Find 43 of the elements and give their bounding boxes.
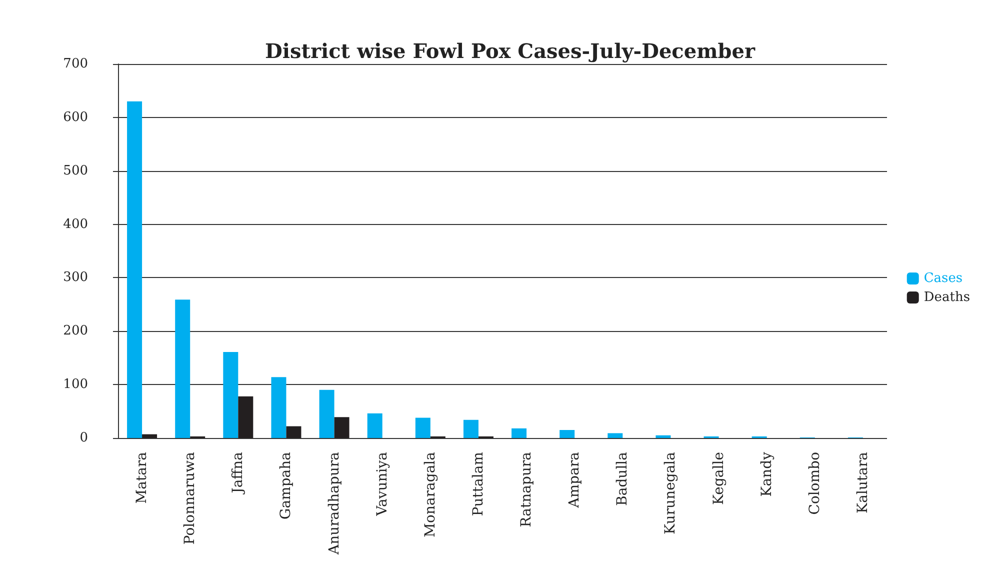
bar [175,300,190,438]
y-tick-label: 400 [63,216,88,232]
x-tick-label: Ampara [566,452,583,509]
legend-label: Cases [924,271,963,286]
bar [238,396,254,438]
x-tick-label: Puttalam [470,452,486,516]
y-tick-label: 700 [63,56,88,72]
bar [286,426,302,438]
bar [656,435,671,438]
bar [271,377,286,438]
bar [334,417,350,438]
bar [127,101,142,438]
y-tick-label: 100 [63,377,88,392]
x-tick-label: Monaragala [422,452,438,538]
x-tick-label: Ratnapura [518,452,535,528]
bar [512,428,527,438]
x-tick-label: Vavuniya [374,452,390,517]
x-tick-label: Matara [134,452,150,504]
bar [319,390,334,438]
x-tick-label: Anuradhapura [326,452,342,556]
x-tick-label: Kalutara [854,452,871,514]
bar [367,413,382,438]
x-tick-label: Jaffna [230,452,246,496]
x-tick-label: Gampaha [278,452,294,520]
x-tick-label: Polonnaruwa [182,452,198,545]
x-tick-label: Kandy [758,452,775,497]
y-tick-label: 300 [63,270,88,286]
bar [560,430,575,438]
y-tick-label: 0 [80,430,88,446]
x-tick-label: Colombo [806,452,823,515]
y-tick-label: 200 [63,324,88,339]
legend-label: Deaths [924,290,970,305]
y-tick-label: 500 [63,163,88,178]
x-tick-label: Kegalle [710,452,727,505]
bar [463,420,478,438]
x-tick-label: Kurunegala [662,452,679,534]
bar [415,418,430,438]
x-tick-label: Badulla [614,452,631,506]
chart-title: District wise Fowl Pox Cases-July-December [265,39,756,63]
bar [142,434,158,438]
bar [608,433,623,438]
bar [223,352,238,438]
y-tick-label: 600 [63,110,88,125]
